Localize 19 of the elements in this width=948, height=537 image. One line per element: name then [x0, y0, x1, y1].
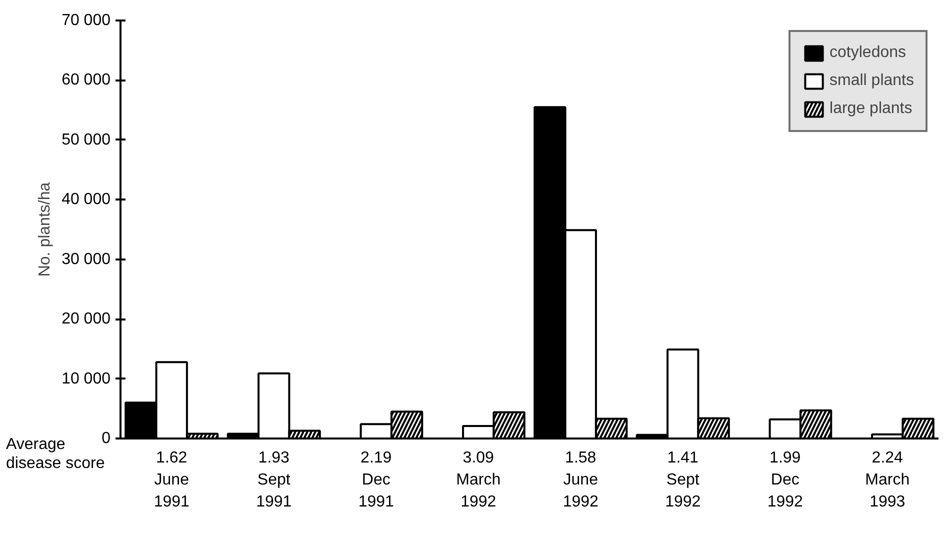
y-tick-label: 70 000: [62, 12, 111, 29]
y-tick-label: 20 000: [62, 310, 111, 328]
legend-label: small plants: [830, 72, 914, 90]
x-tick-label: 1.99 Dec 1992: [767, 450, 804, 511]
x-tick-label: 2.24 March 1993: [865, 450, 910, 511]
y-tick-label: 10 000: [62, 370, 111, 388]
x-tick-label: 1.62 June 1991: [154, 450, 190, 511]
legend-label: large plants: [830, 100, 912, 118]
y-tick-label: 50 000: [62, 131, 111, 148]
y-tick-label: 40 000: [62, 191, 111, 208]
x-tick-label: 1.93 Sept 1991: [256, 450, 292, 511]
y-tick-label: 30 000: [62, 250, 111, 268]
x-tick-label: 1.58 June 1992: [562, 450, 599, 511]
y-tick-label: 60 000: [62, 72, 111, 89]
x-tick-label: 1.41 Sept 1992: [665, 450, 701, 511]
x-tick-label: 2.19 Dec 1991: [358, 450, 394, 511]
y-axis-title: No. plants/ha: [36, 182, 54, 277]
legend-label: cotyledons: [830, 44, 906, 62]
x-tick-label: 3.09 March 1992: [456, 450, 501, 511]
